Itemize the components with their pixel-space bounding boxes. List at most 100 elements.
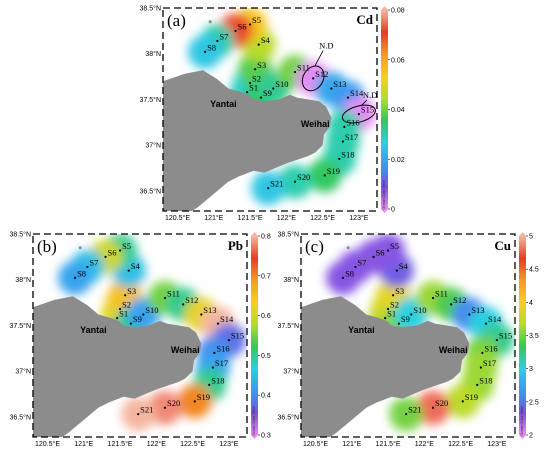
lon-tick-label: 122°E xyxy=(415,440,434,448)
station-marker-S9 xyxy=(129,322,133,325)
colorbar-tick-label: 0.8 xyxy=(261,234,271,241)
station-label-S7: S7 xyxy=(219,31,228,41)
station-marker-S2 xyxy=(386,307,390,311)
station-label-S4: S4 xyxy=(399,261,409,271)
station-label-S14: S14 xyxy=(488,314,502,324)
station-marker-S20 xyxy=(431,406,435,409)
station-marker-S14 xyxy=(216,322,220,325)
lat-tick-label: 38°N xyxy=(145,50,161,58)
station-label-S12: S12 xyxy=(453,295,466,305)
odv-credit: Ocean Data View xyxy=(382,180,386,210)
station-label-S6: S6 xyxy=(238,21,247,31)
station-marker-S3 xyxy=(254,68,257,71)
island-2 xyxy=(208,20,212,24)
station-marker-S13 xyxy=(330,87,333,90)
nd-label-S12: N.D xyxy=(319,40,333,50)
station-label-S13: S13 xyxy=(203,305,216,315)
lon-tick-label: 121.5°E xyxy=(238,214,263,222)
station-label-S1: S1 xyxy=(119,309,128,319)
station-label-S8: S8 xyxy=(345,268,354,278)
station-label-S5: S5 xyxy=(390,241,399,251)
nd-leader-S12 xyxy=(314,50,324,66)
colorbar-tick-label: 0.06 xyxy=(391,57,405,64)
station-marker-S20 xyxy=(293,180,297,183)
lon-tick-label: 121.5°E xyxy=(108,440,133,448)
station-label-S16: S16 xyxy=(484,343,497,353)
lat-tick-label: 37°N xyxy=(15,368,31,376)
station-label-S20: S20 xyxy=(435,398,448,408)
station-marker-S14 xyxy=(346,96,350,99)
station-marker-S15 xyxy=(227,338,230,342)
station-label-S9: S9 xyxy=(401,314,410,324)
city-label-yantai: Yantai xyxy=(80,325,107,335)
station-marker-S11 xyxy=(431,296,435,300)
station-label-S11: S11 xyxy=(435,289,448,299)
station-marker-S10 xyxy=(410,313,413,316)
lat-tick-label: 37.5°N xyxy=(10,322,31,330)
colorbar-tick-label: 0.5 xyxy=(261,353,271,360)
station-marker-S7 xyxy=(86,265,89,269)
station-marker-S4 xyxy=(395,269,398,272)
station-marker-S19 xyxy=(323,174,326,177)
station-marker-S9 xyxy=(259,96,263,99)
island-1 xyxy=(302,104,307,109)
lat-tick-label: 37.5°N xyxy=(140,96,161,104)
station-label-S15: S15 xyxy=(231,331,244,341)
colorbar-gradient xyxy=(519,236,526,435)
station-marker-S13 xyxy=(468,313,471,316)
city-label-yantai: Yantai xyxy=(210,99,237,109)
colorbar-tick-label: 4 xyxy=(529,300,533,307)
station-label-S4: S4 xyxy=(261,35,271,45)
station-marker-S14 xyxy=(484,322,488,325)
station-label-S1: S1 xyxy=(387,309,396,319)
station-marker-S5 xyxy=(386,249,390,252)
lon-tick-label: 121°E xyxy=(342,440,361,448)
station-label-S3: S3 xyxy=(127,286,136,296)
station-marker-S12 xyxy=(182,303,185,306)
station-marker-S12 xyxy=(450,303,453,306)
station-marker-S1 xyxy=(246,91,249,94)
lon-tick-label: 123°E xyxy=(219,440,238,448)
island-2 xyxy=(78,246,82,250)
station-label-S11: S11 xyxy=(167,289,180,299)
station-label-S9: S9 xyxy=(133,314,142,324)
island-1 xyxy=(440,330,445,335)
station-marker-S15 xyxy=(357,112,360,116)
lat-tick-label: 36.5°N xyxy=(10,413,31,421)
colorbar-gradient xyxy=(381,10,388,209)
station-marker-S21 xyxy=(405,413,408,416)
colorbar-tick-label: 4.5 xyxy=(529,267,539,274)
island-2 xyxy=(346,246,350,250)
island-0 xyxy=(276,110,283,117)
colorbar-tick-label: 2.5 xyxy=(529,399,539,406)
nd-label-S15: N.D xyxy=(363,90,377,100)
lon-tick-label: 123°E xyxy=(349,214,368,222)
station-marker-S11 xyxy=(163,296,167,300)
lat-tick-label: 37°N xyxy=(145,142,161,150)
station-marker-S16 xyxy=(213,351,216,354)
station-marker-S17 xyxy=(211,366,215,369)
lon-tick-label: 121°E xyxy=(74,440,93,448)
station-label-S15: S15 xyxy=(361,105,374,115)
colorbar-tick-label: 0.7 xyxy=(261,273,271,280)
colorbar-tick-label: 3 xyxy=(529,366,533,373)
station-label-S14: S14 xyxy=(220,314,234,324)
station-marker-S2 xyxy=(118,307,122,311)
element-label: Cd xyxy=(356,12,373,27)
station-label-S2: S2 xyxy=(390,299,399,309)
panel-label: (a) xyxy=(167,11,186,30)
station-label-S11: S11 xyxy=(297,63,310,73)
station-label-S17: S17 xyxy=(483,358,496,368)
colorbar: 0.08 0.06 0.04 0.02 0 Ocean Data View xyxy=(381,6,405,214)
station-label-S3: S3 xyxy=(395,286,404,296)
station-label-S21: S21 xyxy=(140,405,153,415)
station-marker-S16 xyxy=(343,125,346,128)
station-marker-S17 xyxy=(341,140,345,143)
station-marker-S18 xyxy=(338,157,341,160)
colorbar-tick-label: 0.02 xyxy=(391,157,405,164)
lon-tick-label: 123°E xyxy=(487,440,506,448)
island-0 xyxy=(414,336,421,343)
lat-tick-label: 38.5°N xyxy=(10,231,31,239)
station-label-S17: S17 xyxy=(215,358,228,368)
